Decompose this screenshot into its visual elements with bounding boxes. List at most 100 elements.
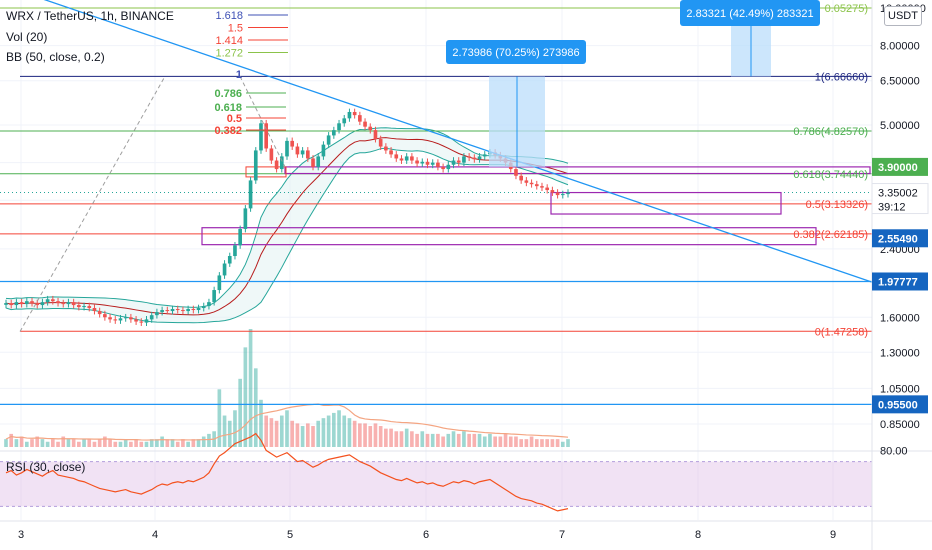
volume-bar xyxy=(295,423,300,447)
price-axis[interactable]: 10.000008.000006.500005.000004.000003.20… xyxy=(871,0,929,550)
volume-bar xyxy=(342,415,347,447)
price-tick: 8.00000 xyxy=(880,41,920,53)
volume-bar xyxy=(40,439,45,447)
candle-body xyxy=(514,169,518,176)
volume-bar xyxy=(373,423,378,447)
measure-tools[interactable]: 2.73986 (70.25%) 273986 2.83321 (42.49%) … xyxy=(446,0,820,167)
candle-body xyxy=(82,306,86,308)
volume-legend: Vol (20) xyxy=(6,30,48,44)
volume-bar xyxy=(451,431,456,447)
candle-body xyxy=(560,194,565,196)
fib-right-label: 0.05275) xyxy=(825,3,868,15)
volume-bar xyxy=(139,441,144,447)
candle-body xyxy=(482,154,487,157)
volume-bar xyxy=(144,441,149,447)
fib-inner-label: 0.618 xyxy=(214,102,242,114)
candle-body xyxy=(420,161,425,164)
candle-body xyxy=(295,146,300,155)
candle-body xyxy=(534,184,539,187)
fib-right-label: 1(6.66660) xyxy=(815,71,868,83)
fib-right-label: 0.786(4.82570) xyxy=(793,126,868,138)
volume-bar xyxy=(165,439,170,447)
price-tag: 0.95500 xyxy=(878,399,918,411)
measure-label-1: 2.73986 (70.25%) 273986 xyxy=(452,47,579,59)
volume-bar xyxy=(155,439,159,447)
volume-bar xyxy=(87,439,92,447)
volume-bar xyxy=(30,439,34,447)
candle-body xyxy=(337,123,341,131)
candle-body xyxy=(279,156,284,170)
price-tag-bg xyxy=(872,157,928,176)
candle-body xyxy=(425,161,430,165)
candle-body xyxy=(410,156,414,161)
candle-body xyxy=(311,158,315,167)
candle-body xyxy=(139,321,144,323)
candle-body xyxy=(477,156,482,160)
volume-bar xyxy=(233,410,237,447)
volume-bar xyxy=(352,420,357,447)
candle-body xyxy=(19,302,24,305)
grid-lines xyxy=(0,0,932,520)
candle-body xyxy=(92,308,97,312)
candle-body xyxy=(175,309,180,311)
candle-body xyxy=(332,130,336,136)
volume-bar xyxy=(274,420,279,447)
trend-lines[interactable] xyxy=(0,0,873,332)
candle-body xyxy=(66,302,71,305)
volume-bar xyxy=(560,441,565,447)
time-tick: 3 xyxy=(18,529,24,541)
volume-bar xyxy=(529,436,534,447)
time-axis[interactable]: 3 4 5 6 7 8 9 xyxy=(0,520,932,541)
descending-trendline xyxy=(43,0,873,283)
volume-bar xyxy=(441,436,445,447)
volume-bar xyxy=(61,436,66,447)
rect-peak-zone xyxy=(245,166,287,178)
countdown-tag: 39:12 xyxy=(878,202,906,214)
candle-body xyxy=(113,319,118,321)
price-tag: 2.55490 xyxy=(878,233,918,245)
price-tag: 1.97777 xyxy=(878,276,918,288)
candle-body xyxy=(326,135,331,145)
volume-bar xyxy=(326,415,331,447)
time-tick: 8 xyxy=(695,529,701,541)
price-tick: 5.00000 xyxy=(880,120,920,132)
volume-bar xyxy=(207,433,211,447)
volume-bar xyxy=(191,439,196,447)
rect-resistance-zone xyxy=(284,166,871,175)
volume-bar xyxy=(514,436,518,447)
candle-body xyxy=(227,256,232,264)
volume-bar xyxy=(534,439,539,447)
candle-body xyxy=(56,301,60,304)
candle-body xyxy=(347,111,352,119)
volume-bar xyxy=(290,420,295,447)
volume-bar xyxy=(404,428,409,447)
volume-bar xyxy=(519,439,523,447)
fib-inner-label: 0.382 xyxy=(214,125,242,137)
candle-body xyxy=(555,192,560,196)
volume-bar xyxy=(51,439,55,447)
candle-body xyxy=(540,186,544,188)
measure-label-bg-2 xyxy=(680,0,820,26)
candle-body xyxy=(264,123,269,149)
candle-body xyxy=(149,315,154,320)
rsi-legend: RSI (30, close) xyxy=(6,460,86,474)
fib-inner-label: 0.5 xyxy=(227,113,242,125)
volume-bar xyxy=(446,433,451,447)
candle-body xyxy=(222,263,227,276)
volume-bar xyxy=(77,441,81,447)
candle-body xyxy=(550,190,555,193)
volume-bar xyxy=(279,415,284,447)
candle-body xyxy=(4,303,8,305)
time-tick: 6 xyxy=(423,529,429,541)
fib-ext-label: 1.5 xyxy=(228,23,243,35)
price-tag-bg xyxy=(872,229,928,248)
candle-body xyxy=(358,115,362,122)
volume-bar xyxy=(24,441,29,447)
time-tick: 5 xyxy=(287,529,293,541)
volume-bar xyxy=(316,420,321,447)
candle-body xyxy=(519,175,523,181)
currency-button[interactable]: USDT xyxy=(884,6,922,26)
candle-body xyxy=(212,290,216,303)
